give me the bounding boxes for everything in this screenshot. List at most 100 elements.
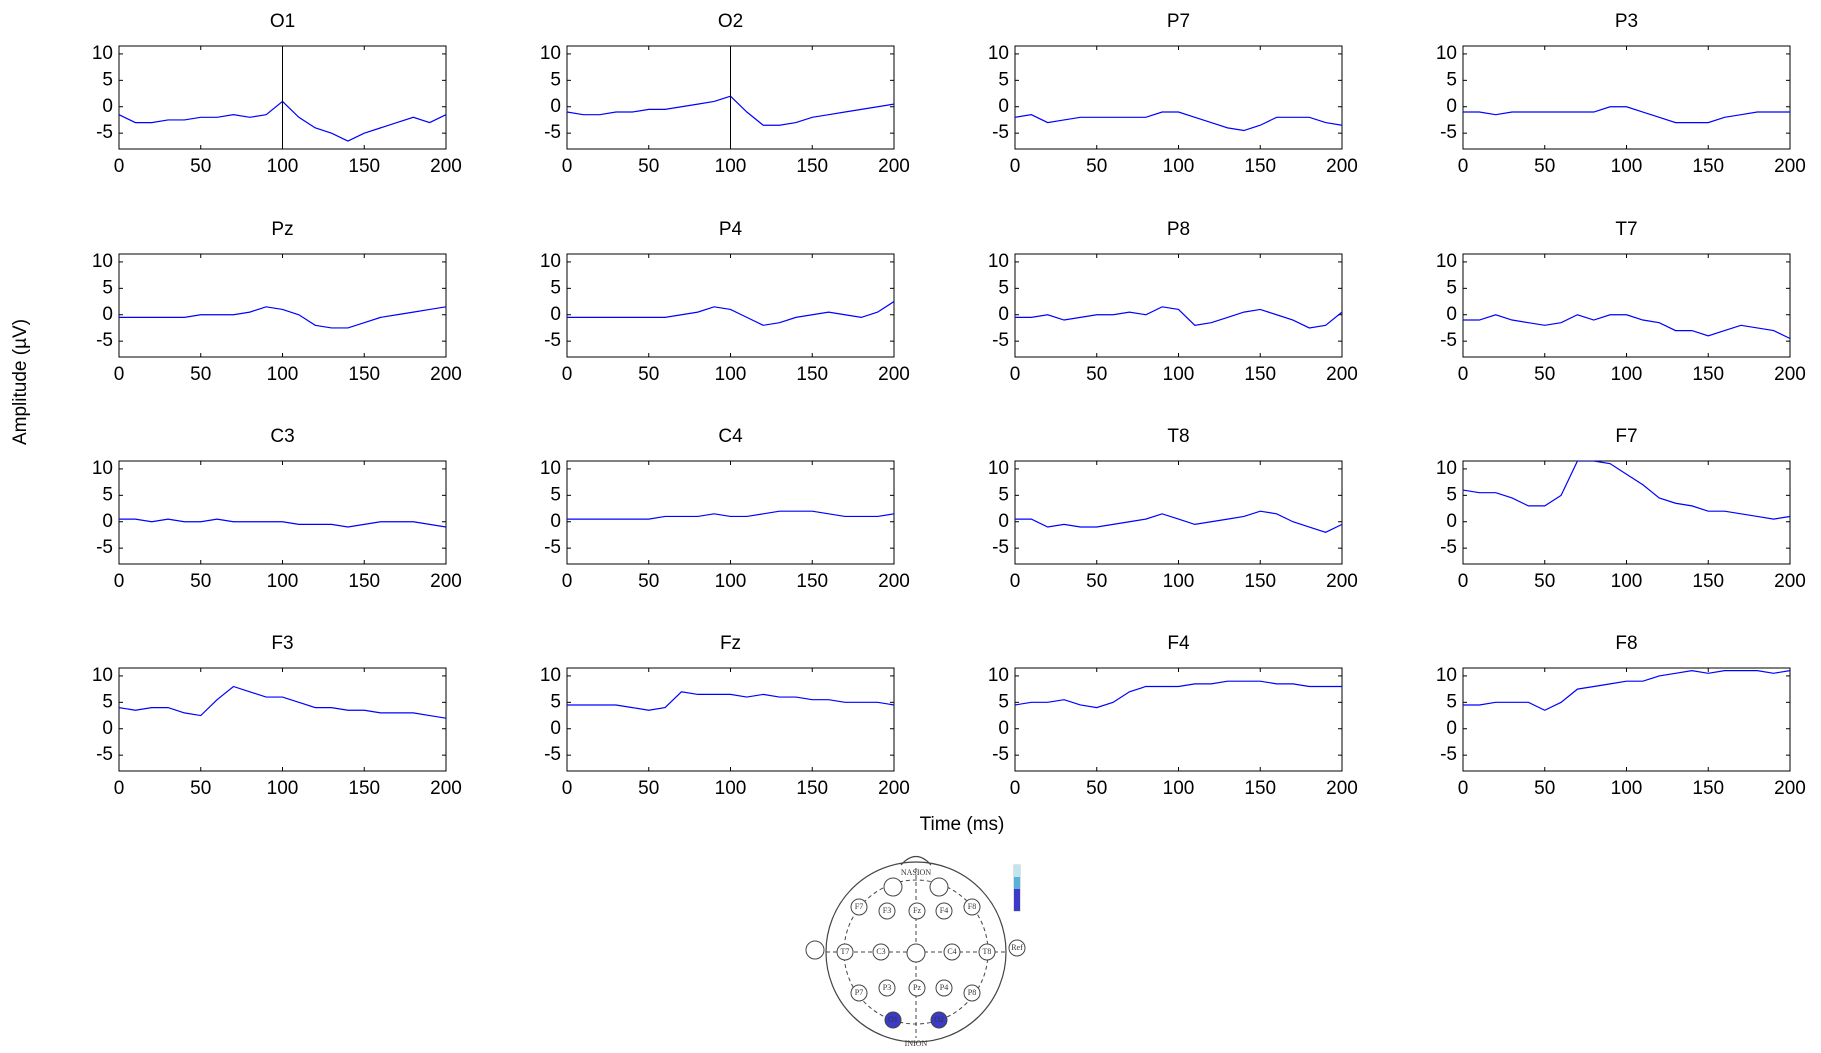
- nose: [901, 857, 931, 866]
- y-tick-label: 5: [102, 484, 113, 505]
- y-tick-label: 0: [102, 511, 113, 532]
- electrode-label: Pz: [913, 983, 921, 992]
- plot-area: [1463, 46, 1790, 149]
- x-tick-label: 100: [267, 778, 299, 799]
- x-tick-label: 0: [1458, 571, 1469, 592]
- plot-area: [1015, 461, 1342, 564]
- electrode-label: Ref: [1011, 943, 1023, 952]
- chart-title: Pz: [271, 219, 293, 240]
- y-tick-label: 10: [92, 251, 113, 272]
- nasion-label: NASION: [901, 868, 931, 877]
- x-tick-label: 50: [1086, 571, 1107, 592]
- x-tick-label: 100: [1611, 778, 1643, 799]
- chart-title: F7: [1615, 426, 1637, 447]
- chart-title: F8: [1615, 633, 1637, 654]
- ear-electrode: [806, 941, 824, 959]
- y-tick-label: 5: [1446, 691, 1457, 712]
- electrode-label: O2: [934, 1015, 944, 1024]
- x-tick-label: 0: [1458, 364, 1469, 385]
- y-tick-label: 5: [998, 69, 1009, 90]
- electrode-label: Fz: [913, 906, 921, 915]
- x-tick-label: 150: [796, 156, 828, 177]
- y-tick-label: 10: [92, 458, 113, 479]
- x-tick-label: 150: [1692, 571, 1724, 592]
- x-tick-label: 150: [796, 571, 828, 592]
- x-tick-label: 150: [1692, 364, 1724, 385]
- chart-title: P7: [1167, 11, 1190, 32]
- electrode-label: P8: [968, 988, 976, 997]
- x-tick-label: 0: [114, 156, 125, 177]
- x-tick-label: 50: [1534, 778, 1555, 799]
- y-tick-label: -5: [1440, 537, 1457, 558]
- y-tick-label: -5: [992, 122, 1009, 143]
- chart-title: O2: [718, 11, 743, 32]
- y-tick-label: 5: [1446, 484, 1457, 505]
- x-tick-label: 50: [1534, 156, 1555, 177]
- plot-area: [567, 668, 894, 771]
- x-tick-label: 150: [1244, 364, 1276, 385]
- y-tick-label: 10: [988, 251, 1009, 272]
- x-tick-label: 200: [430, 571, 462, 592]
- figure: Amplitude (µV) Time (ms) NASION INION F7…: [0, 0, 1821, 1048]
- x-tick-label: 150: [796, 364, 828, 385]
- y-tick-label: -5: [96, 122, 113, 143]
- chart-title: F3: [271, 633, 293, 654]
- x-tick-label: 100: [715, 364, 747, 385]
- y-tick-label: -5: [544, 537, 561, 558]
- x-tick-label: 50: [190, 778, 211, 799]
- x-tick-label: 200: [1326, 778, 1358, 799]
- x-tick-label: 100: [267, 156, 299, 177]
- y-tick-label: 10: [92, 43, 113, 64]
- electrode-label: P7: [855, 988, 863, 997]
- x-tick-label: 200: [430, 156, 462, 177]
- chart-title: C3: [270, 426, 294, 447]
- x-tick-label: 200: [878, 156, 910, 177]
- y-tick-label: 0: [550, 511, 561, 532]
- y-tick-label: 10: [988, 458, 1009, 479]
- y-tick-label: 5: [550, 69, 561, 90]
- x-tick-label: 100: [1611, 364, 1643, 385]
- x-tick-label: 150: [1244, 571, 1276, 592]
- x-tick-label: 100: [1163, 778, 1195, 799]
- electrode-label: F3: [883, 906, 891, 915]
- y-tick-label: 10: [92, 665, 113, 686]
- x-tick-label: 200: [878, 364, 910, 385]
- y-tick-label: 5: [998, 691, 1009, 712]
- plot-area: [119, 668, 446, 771]
- x-tick-label: 0: [114, 571, 125, 592]
- x-tick-label: 100: [267, 571, 299, 592]
- x-tick-label: 200: [430, 778, 462, 799]
- x-tick-label: 150: [1244, 156, 1276, 177]
- x-tick-label: 100: [715, 571, 747, 592]
- electrode-label: F7: [855, 902, 863, 911]
- x-tick-label: 150: [348, 778, 380, 799]
- plot-area: [1463, 668, 1790, 771]
- plot-area: [567, 254, 894, 357]
- y-tick-label: 0: [102, 96, 113, 117]
- x-tick-label: 150: [1692, 156, 1724, 177]
- y-tick-label: 5: [998, 277, 1009, 298]
- y-tick-label: -5: [1440, 744, 1457, 765]
- electrode-label: F4: [940, 906, 948, 915]
- x-tick-label: 100: [715, 778, 747, 799]
- x-tick-label: 50: [1534, 364, 1555, 385]
- x-tick-label: 0: [114, 364, 125, 385]
- x-tick-label: 50: [638, 778, 659, 799]
- y-tick-label: 5: [1446, 69, 1457, 90]
- y-tick-label: -5: [992, 744, 1009, 765]
- x-tick-label: 50: [1086, 778, 1107, 799]
- y-tick-label: 0: [1446, 304, 1457, 325]
- y-tick-label: -5: [96, 744, 113, 765]
- y-tick-label: -5: [544, 330, 561, 351]
- y-tick-label: -5: [96, 537, 113, 558]
- x-tick-label: 0: [1458, 156, 1469, 177]
- x-tick-label: 150: [1692, 778, 1724, 799]
- x-tick-label: 0: [562, 156, 573, 177]
- x-tick-label: 0: [562, 571, 573, 592]
- x-tick-label: 100: [1163, 156, 1195, 177]
- x-tick-label: 200: [1774, 364, 1806, 385]
- chart-title: T8: [1167, 426, 1189, 447]
- chart-title: P4: [719, 219, 743, 240]
- plot-area: [567, 461, 894, 564]
